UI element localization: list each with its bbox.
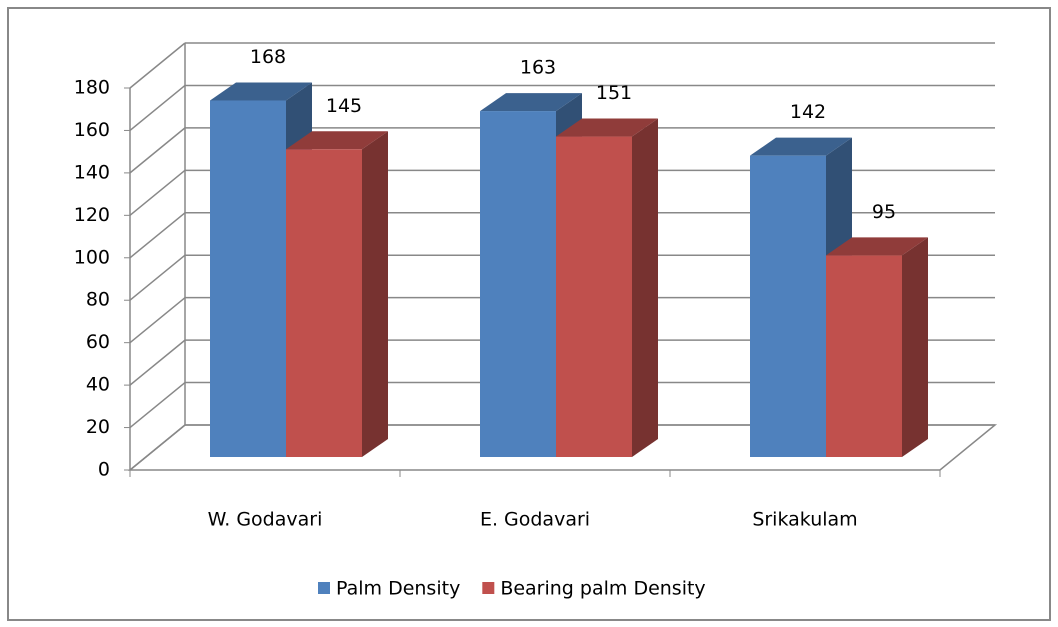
bar-side: [362, 131, 388, 457]
data-label: 168: [250, 46, 286, 68]
grid-line: [129, 254, 186, 301]
x-tick-label: W. Godavari: [208, 509, 323, 531]
y-tick-label: 140: [74, 161, 110, 183]
legend-swatch: [482, 582, 495, 594]
bar-top: [750, 137, 852, 156]
legend-label: Bearing palm Density: [500, 578, 705, 600]
y-tick-label: 40: [86, 374, 110, 396]
y-tick-label: 100: [74, 246, 110, 268]
bar-top: [480, 93, 582, 112]
y-tick-label: 160: [74, 119, 110, 141]
bar: [480, 111, 556, 458]
grid-line: [129, 42, 186, 89]
legend-label: Palm Density: [336, 578, 460, 600]
grid-line: [129, 127, 186, 174]
bar-top: [286, 131, 388, 150]
grid-line: [129, 297, 186, 344]
grid-line: [129, 84, 186, 132]
bar: [210, 100, 286, 457]
y-tick-label: 80: [86, 289, 110, 311]
data-label: 142: [790, 101, 826, 123]
y-tick-label: 180: [74, 77, 110, 99]
y-tick-label: 20: [86, 416, 110, 438]
data-label: 151: [596, 82, 632, 104]
data-label: 145: [326, 95, 362, 117]
grid-line: [129, 212, 186, 259]
bar: [286, 149, 362, 457]
grid-line: [129, 169, 186, 216]
data-label: 163: [520, 57, 556, 79]
y-tick-label: 60: [86, 331, 110, 353]
bar-top: [210, 82, 312, 101]
bar-top: [556, 118, 658, 137]
x-tick-label: Srikakulam: [752, 509, 857, 531]
bar: [556, 136, 632, 458]
x-tick-label: E. Godavari: [480, 509, 590, 531]
y-tick-label: 120: [74, 204, 110, 226]
grid-line: [129, 339, 186, 386]
bar: [826, 255, 902, 457]
y-tick-label: 0: [98, 459, 110, 481]
bar-side: [632, 118, 658, 458]
grid-line: [129, 381, 186, 429]
bar-top: [826, 237, 928, 256]
data-label: 95: [872, 201, 896, 223]
bar: [750, 155, 826, 457]
bar-side: [902, 237, 928, 457]
legend-swatch: [318, 582, 330, 594]
